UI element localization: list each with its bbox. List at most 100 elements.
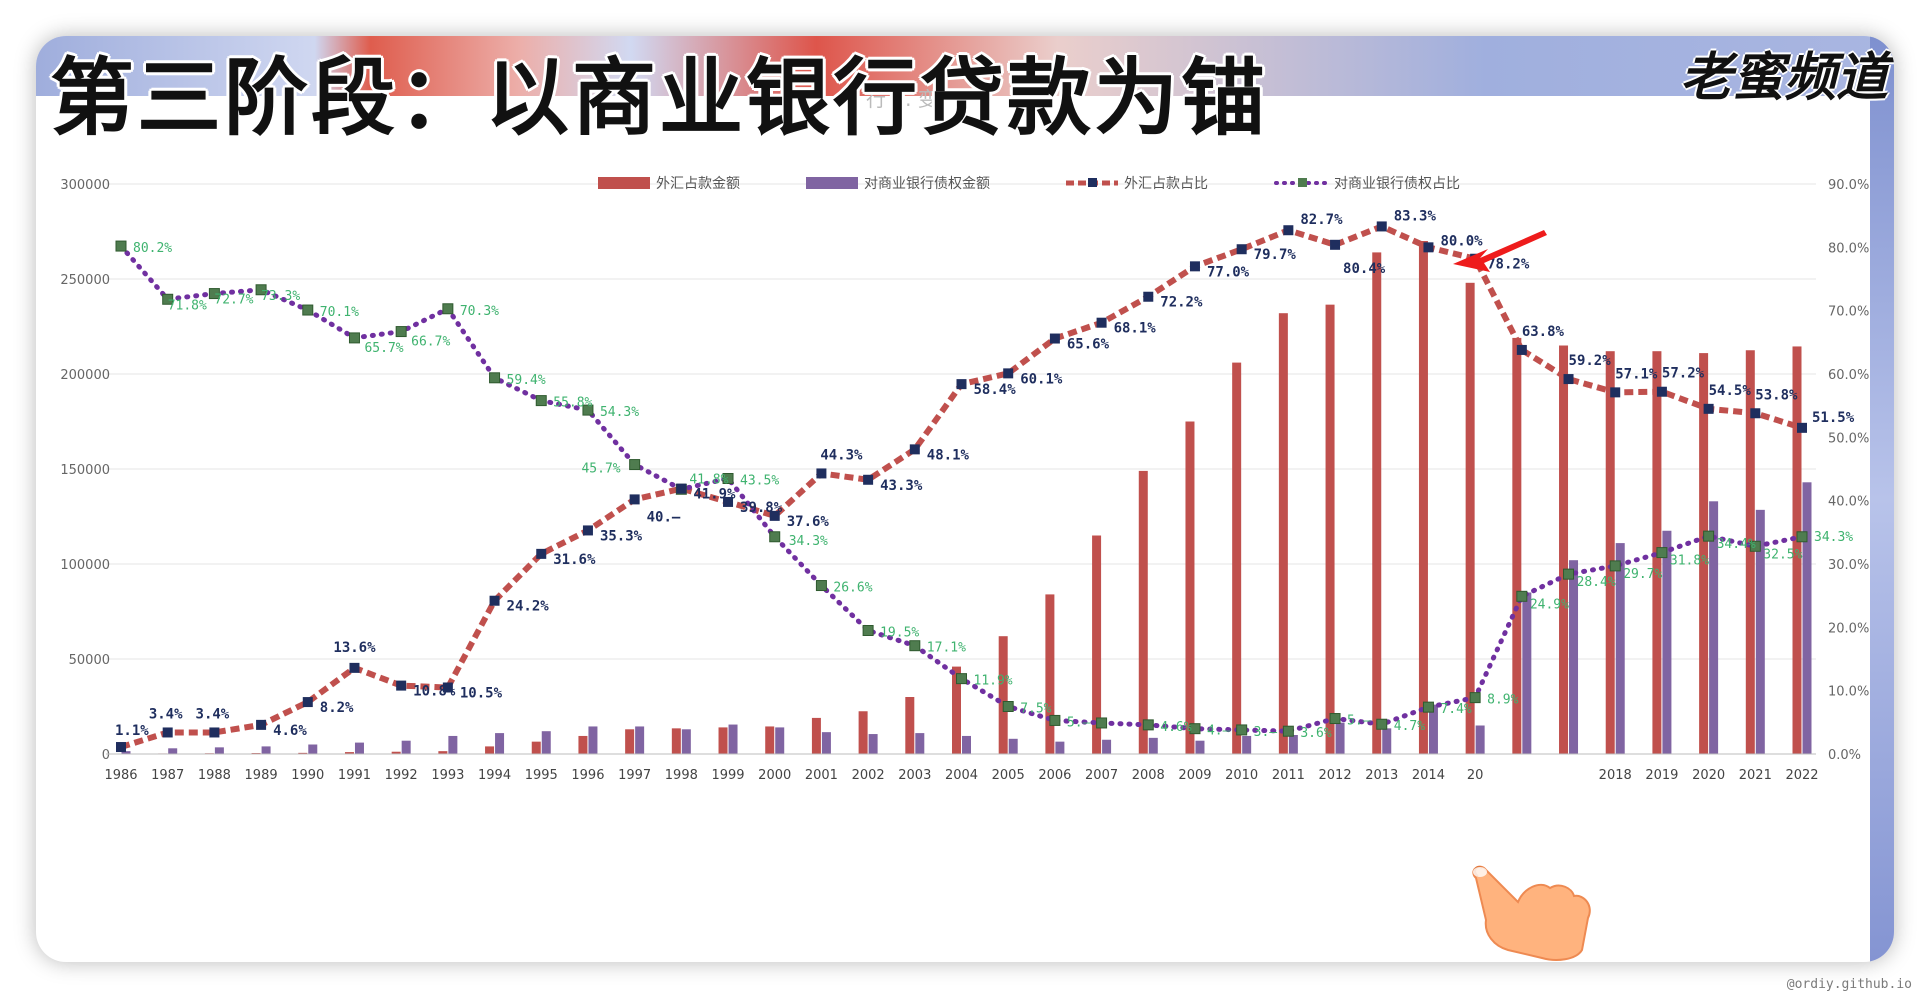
data-label-fx-ratio: 80.0%	[1440, 233, 1483, 249]
marker-fx-ratio	[1003, 368, 1014, 379]
right-axis-tick-label: 0.0%	[1828, 748, 1861, 763]
x-axis-tick-label: 2003	[898, 768, 931, 783]
marker-bank-ratio	[255, 284, 267, 296]
data-label-fx-ratio: 79.7%	[1254, 247, 1297, 263]
bar-bank-claims	[1148, 737, 1158, 754]
bar-fx-amount	[1232, 362, 1242, 754]
left-axis-tick-label: 200000	[60, 368, 110, 383]
marker-fx-ratio	[1797, 422, 1807, 433]
screenshot-frame: 1.1% 3.4% 3.4% 4.6% 8.2% 13.6% 10.8% 10.5% 24.2%…	[36, 36, 1894, 962]
x-axis-tick-label: 2007	[1085, 768, 1118, 783]
marker-fx-ratio	[816, 468, 827, 479]
marker-fx-ratio	[396, 680, 407, 691]
data-label-fx-ratio: 48.1%	[927, 447, 970, 463]
marker-bank-ratio	[956, 673, 967, 685]
data-label-fx-ratio: 40.—	[647, 509, 681, 525]
data-label-fx-ratio: 53.8%	[1755, 387, 1798, 403]
x-axis-tick-label: 1998	[665, 768, 698, 783]
left-axis-tick-label: 300000	[60, 178, 110, 193]
x-axis-tick-label: 1993	[431, 768, 464, 783]
legend-label: 外汇占款金额	[656, 176, 740, 192]
left-axis-tick-label: 100000	[60, 558, 110, 573]
data-label-bank-ratio: 34.3%	[789, 534, 828, 549]
x-axis-tick-label: 2000	[758, 768, 791, 783]
bar-fx-amount	[1138, 470, 1148, 754]
data-label-fx-ratio: 57.2%	[1662, 366, 1705, 382]
bar-bank-claims	[1522, 592, 1532, 754]
marker-bank-ratio	[1749, 540, 1761, 552]
data-label-fx-ratio: 10.8%	[413, 684, 456, 700]
data-label-bank-ratio: 34.4%	[1717, 537, 1756, 552]
x-axis-tick-label: 2021	[1739, 768, 1772, 783]
data-label-bank-ratio: 7.5%	[1020, 702, 1051, 717]
bar-fx-amount	[858, 711, 868, 754]
x-axis-tick-label: 1986	[104, 768, 137, 783]
bar-bank-claims	[681, 729, 691, 754]
bar-fx-amount	[671, 728, 681, 754]
bar-bank-claims	[354, 742, 364, 754]
x-axis-tick-label: 2019	[1645, 768, 1678, 783]
x-axis-tick-label: 2009	[1178, 768, 1211, 783]
data-label-fx-ratio: 41.9%	[693, 487, 736, 503]
bar-fx-amount	[578, 735, 588, 754]
marker-bank-ratio	[1469, 692, 1481, 704]
x-axis-tick-label: 1988	[198, 768, 231, 783]
x-axis-tick-label: 2012	[1319, 768, 1352, 783]
marker-fx-ratio	[1283, 225, 1294, 236]
marker-bank-ratio	[1422, 701, 1434, 713]
data-label-bank-ratio: 5.—	[1067, 715, 1091, 730]
marker-bank-ratio	[348, 332, 360, 344]
x-axis-tick-label: 2018	[1599, 768, 1632, 783]
data-label-bank-ratio: 8.9%	[1487, 693, 1518, 708]
data-label-fx-ratio: 24.2%	[507, 599, 550, 615]
marker-bank-ratio	[1236, 724, 1248, 736]
data-label-fx-ratio: 51.5%	[1812, 410, 1855, 426]
x-axis-tick-label: 1990	[291, 768, 324, 783]
marker-fx-ratio	[442, 682, 453, 693]
data-label-fx-ratio: 4.6%	[273, 723, 307, 739]
marker-bank-ratio	[769, 531, 781, 543]
marker-fx-ratio	[162, 727, 173, 738]
x-axis-tick-label: 2004	[945, 768, 978, 783]
marker-bank-ratio	[1142, 719, 1154, 731]
data-label-fx-ratio: 59.2%	[1569, 353, 1612, 369]
right-axis-tick-label: 60.0%	[1828, 368, 1869, 383]
page-title: 第三阶段：以商业银行贷款为锚	[50, 49, 1269, 147]
data-label-fx-ratio: 43.3%	[880, 478, 923, 494]
marker-fx-ratio	[1096, 317, 1107, 328]
red-arrow-annotation	[1453, 230, 1547, 272]
x-axis-tick-label: 1994	[478, 768, 511, 783]
bar-bank-claims	[1615, 543, 1625, 754]
background-video-strip	[36, 36, 1894, 96]
data-label-fx-ratio: 1.1%	[115, 723, 149, 739]
marker-bank-ratio	[582, 404, 594, 416]
bar-fx-amount	[344, 752, 354, 754]
x-axis-tick-label: 1997	[618, 768, 651, 783]
bar-fx-amount	[1559, 345, 1569, 754]
marker-bank-ratio	[442, 303, 454, 315]
data-label-bank-ratio: 32.5%	[1763, 547, 1802, 562]
marker-fx-ratio	[1330, 239, 1341, 250]
data-label-bank-ratio: 72.7%	[214, 293, 253, 308]
marker-fx-ratio	[956, 379, 967, 390]
bar-bank-claims	[261, 746, 271, 754]
bar-bank-claims	[728, 724, 738, 754]
marker-bank-ratio	[1282, 725, 1294, 737]
bar-fx-amount	[531, 741, 541, 754]
data-label-fx-ratio: 31.6%	[553, 552, 596, 568]
bar-fx-amount	[1465, 282, 1475, 754]
marker-fx-ratio	[349, 662, 360, 673]
right-axis-tick-label: 50.0%	[1828, 431, 1869, 446]
marker-fx-ratio	[302, 697, 313, 708]
left-axis-tick-label: 150000	[60, 463, 110, 478]
data-label-bank-ratio: 41.8%	[689, 472, 728, 487]
x-axis-tick-label: 2020	[1692, 768, 1725, 783]
bar-bank-claims	[541, 731, 551, 754]
marker-bank-ratio	[1656, 547, 1668, 559]
bar-bank-claims	[495, 733, 505, 754]
marker-fx-ratio	[209, 727, 220, 738]
bar-bank-claims	[214, 747, 224, 754]
marker-fx-ratio	[909, 444, 920, 455]
data-label-fx-ratio: 63.8%	[1522, 324, 1565, 340]
data-label-bank-ratio: 65.7%	[364, 341, 403, 356]
